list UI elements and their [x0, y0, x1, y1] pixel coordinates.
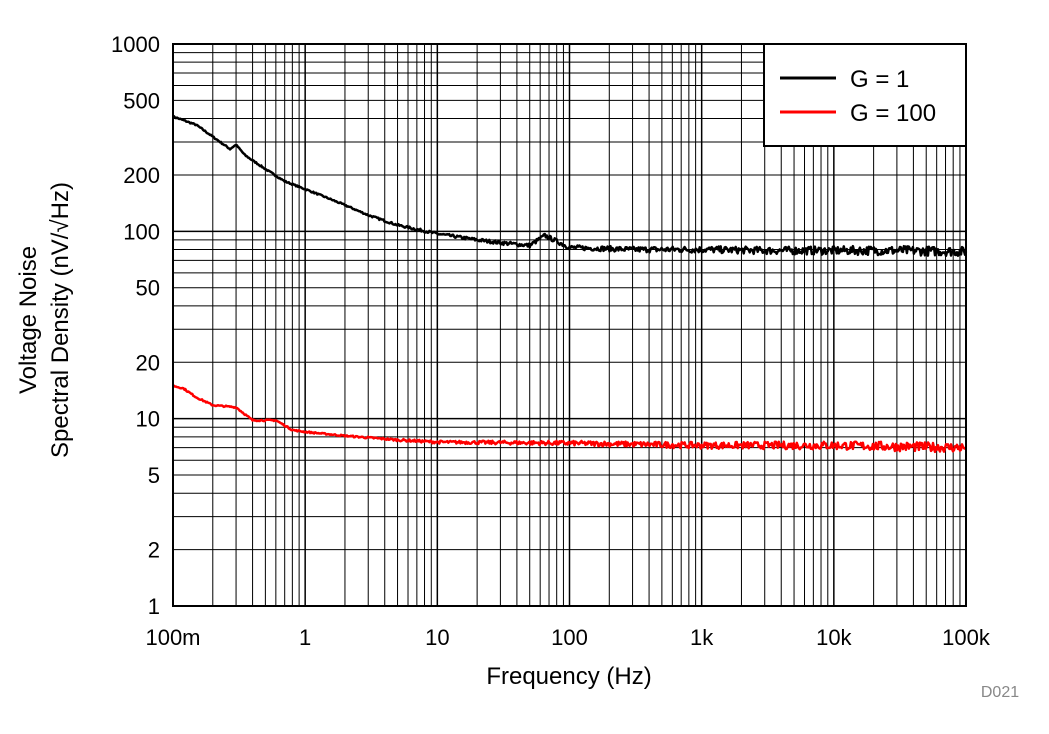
y-tick-label: 1: [148, 594, 160, 619]
legend-label-g1: G = 1: [850, 66, 909, 93]
grid: [172, 44, 966, 607]
y-tick-label: 1000: [111, 32, 160, 57]
legend-label-g100: G = 100: [850, 100, 936, 127]
y-tick-label: 500: [123, 88, 160, 113]
y-tick-label: 5: [148, 463, 160, 488]
legend: G = 1 G = 100: [763, 43, 967, 147]
x-tick-label: 100m: [145, 625, 200, 650]
series-line-g100: [172, 384, 967, 454]
y-tick-label: 20: [136, 350, 160, 375]
y-axis-title-line2: Spectral Density (nV/√Hz): [47, 182, 74, 458]
y-tick-label: 100: [123, 219, 160, 244]
plot-frame: [172, 43, 967, 607]
x-tick-label: 100: [551, 625, 588, 650]
x-tick-label: 10k: [816, 625, 852, 650]
figure-id: D021: [981, 684, 1019, 701]
y-tick-label: 10: [136, 407, 160, 432]
y-tick-label: 2: [148, 538, 160, 563]
x-axis-title: Frequency (Hz): [486, 663, 651, 690]
x-tick-label: 10: [425, 625, 449, 650]
legend-box: [763, 43, 967, 147]
x-tick-label: 1k: [690, 625, 714, 650]
x-tick-label: 1: [299, 625, 311, 650]
series-line-g1: [172, 115, 968, 258]
y-axis-title-line1: Voltage Noise: [15, 246, 42, 394]
y-tick-label: 50: [136, 276, 160, 301]
x-tick-label: 100k: [942, 625, 991, 650]
tick-labels: 100m 1 10 100 1k 10k 100k 1 2 5 10 20 50 100 200 500 100…: [111, 32, 991, 650]
y-tick-label: 200: [123, 163, 160, 188]
series-lines: [172, 115, 968, 454]
